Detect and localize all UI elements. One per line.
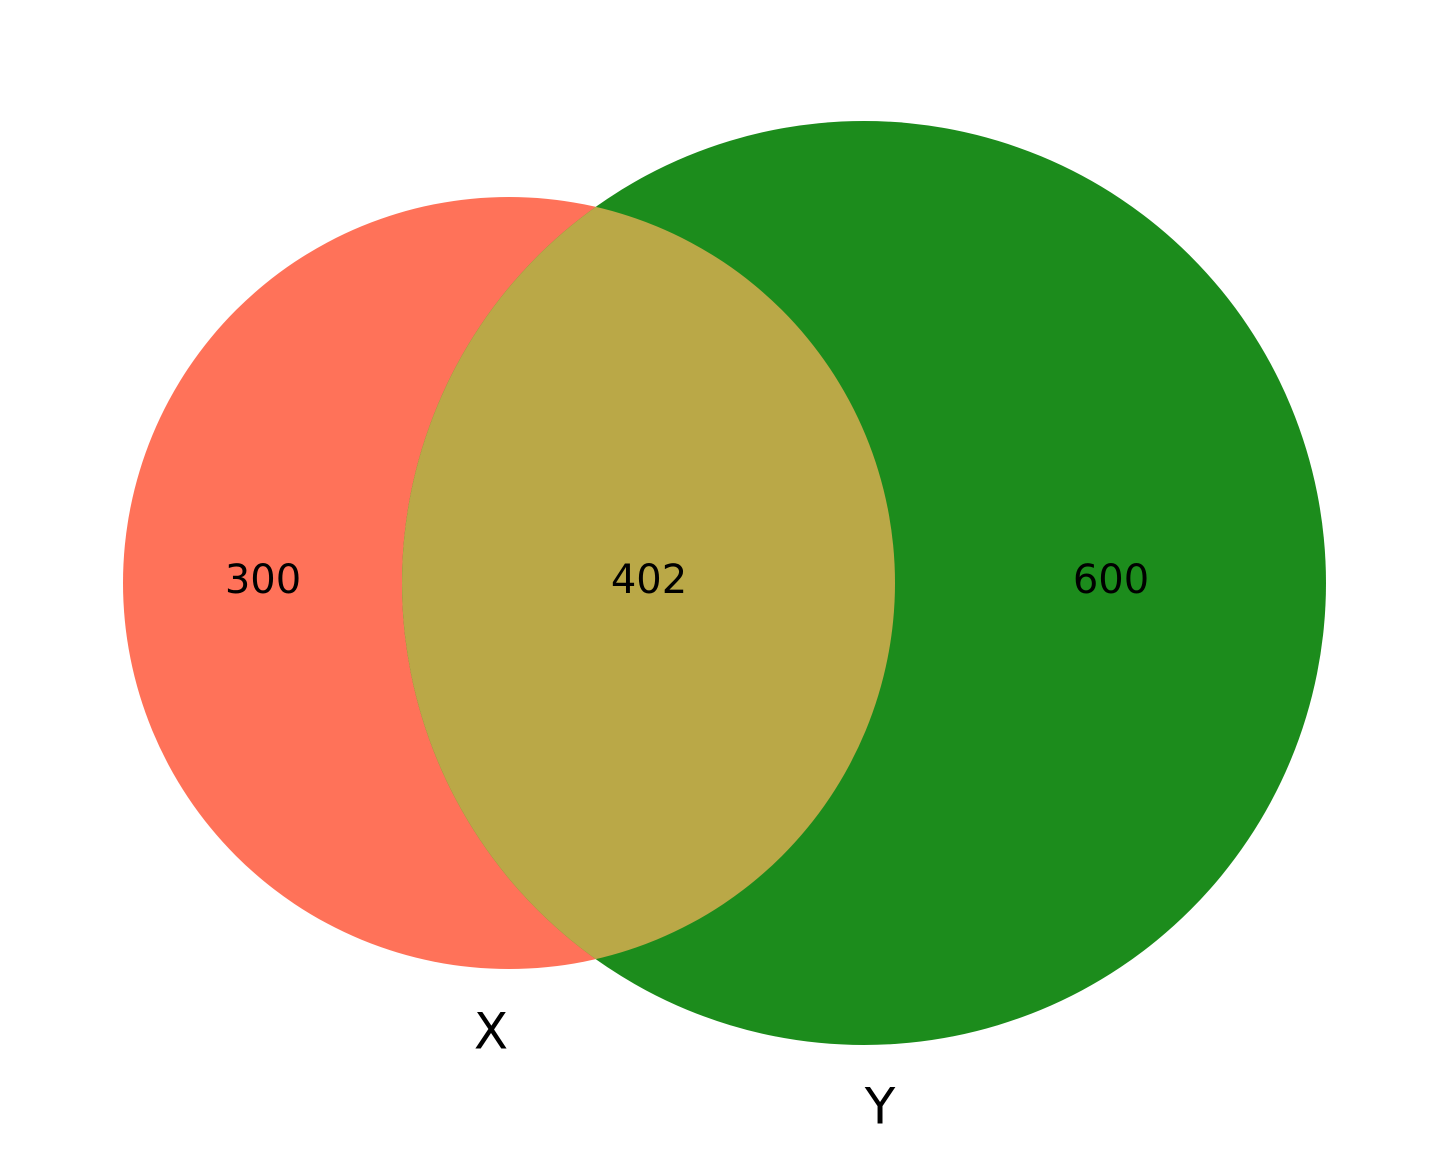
set-x-label: X bbox=[474, 1003, 508, 1061]
x-only-count: 300 bbox=[225, 557, 301, 603]
intersection-count: 402 bbox=[611, 557, 687, 603]
set-y-label: Y bbox=[864, 1078, 896, 1136]
y-only-count: 600 bbox=[1073, 557, 1149, 603]
intersection-region bbox=[402, 197, 895, 969]
